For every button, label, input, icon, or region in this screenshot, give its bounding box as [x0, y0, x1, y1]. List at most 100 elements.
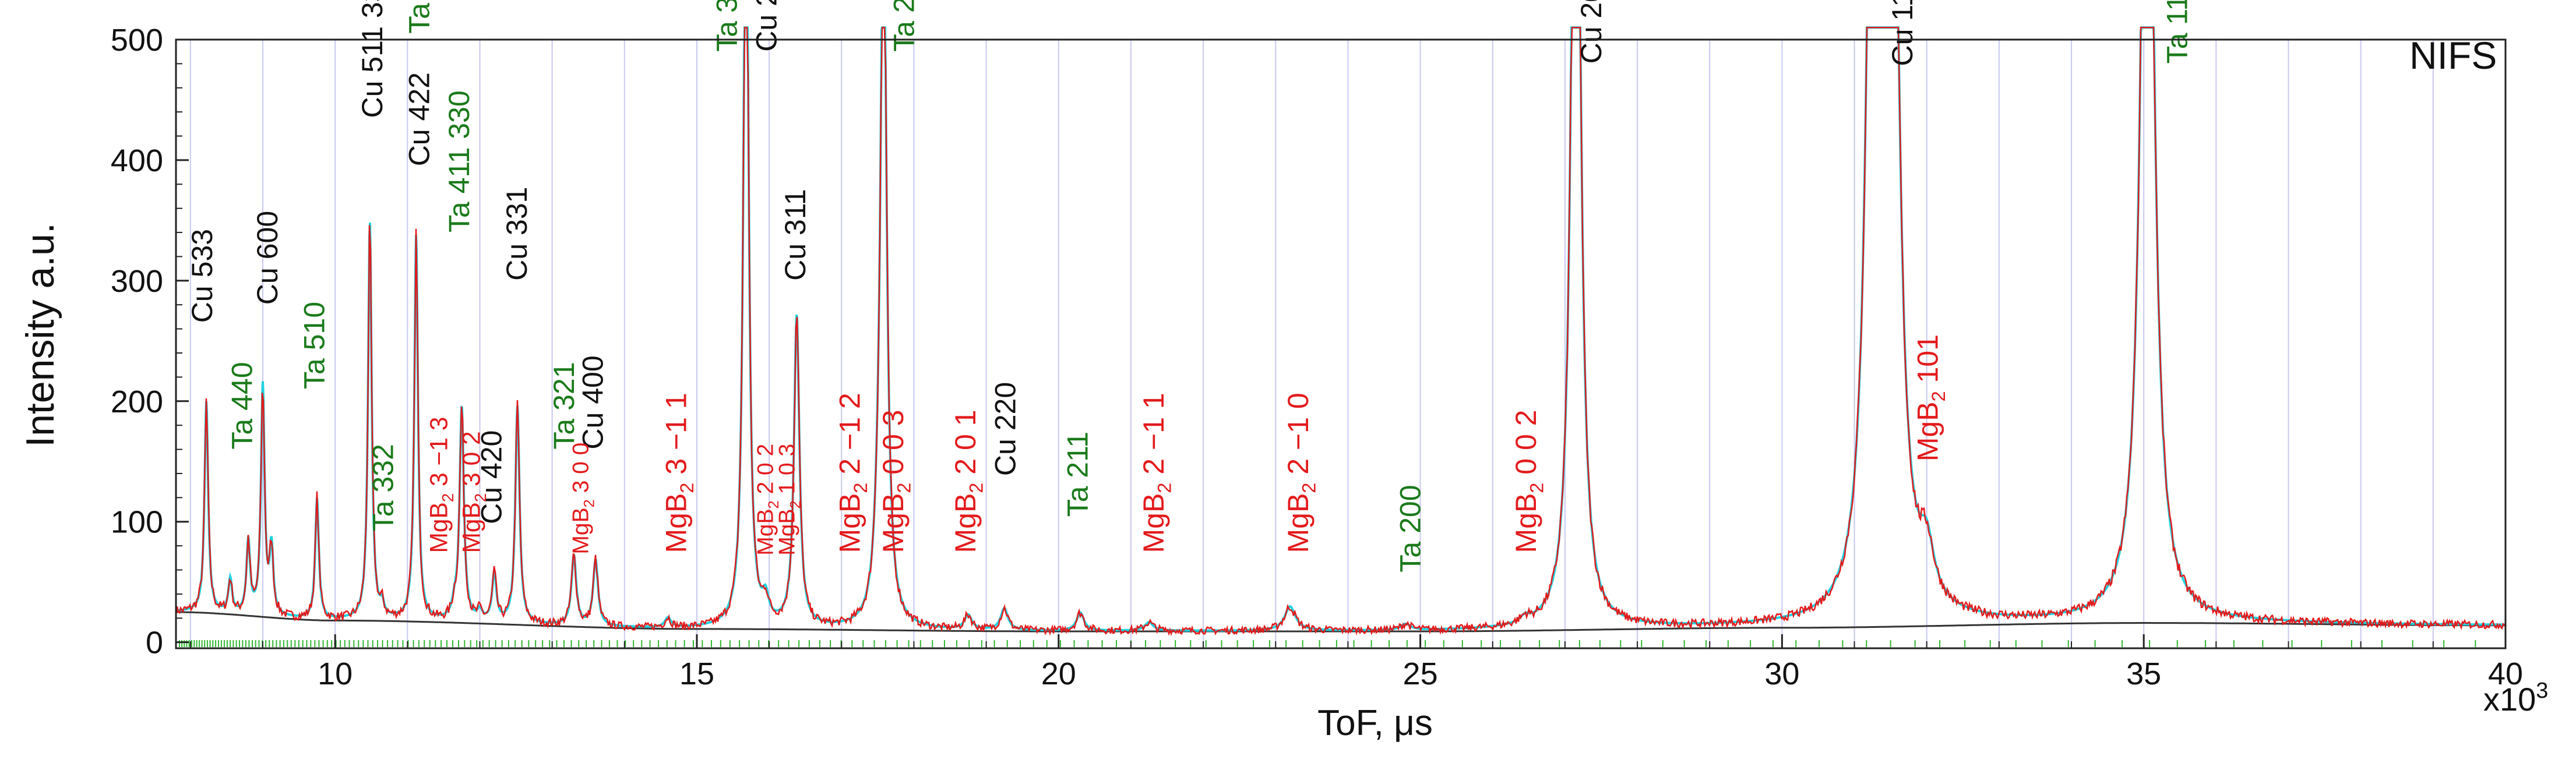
mgb2-label-subscript: 2 — [1299, 483, 1320, 493]
peak-label: Ta 440 — [225, 362, 258, 449]
grid-lines — [189, 40, 2506, 648]
mgb2-label-index: 2 0 1 — [949, 410, 982, 483]
mgb2-label-formula: MgB — [459, 502, 486, 553]
peak-label: Cu 600 — [251, 211, 284, 305]
mgb2-peak-label: MgB2 3 −1 3 — [426, 417, 457, 553]
y-tick-label: 0 — [146, 626, 163, 660]
mgb2-label-subscript: 2 — [676, 483, 697, 493]
mgb2-label-subscript: 2 — [1527, 483, 1548, 493]
observed-points — [175, 27, 2507, 637]
peak-label: Cu 400 — [577, 355, 609, 449]
mgb2-label-formula: MgB — [753, 508, 778, 555]
x-tick-label: 25 — [1403, 656, 1438, 691]
mgb2-label-formula: MgB — [569, 507, 594, 554]
x-axis-multiplier: x103 — [2483, 679, 2548, 718]
x-tick-label: 30 — [1764, 656, 1799, 691]
peak-label: Ta 332 — [367, 444, 400, 531]
mgb2-peak-label: MgB2 3 0 2 — [459, 431, 490, 553]
mgb2-label-index: 2 −1 0 — [1282, 393, 1315, 482]
peak-label: Cu 220 — [989, 382, 1021, 476]
mgb2-label-formula: MgB — [1282, 493, 1315, 553]
mgb2-label-subscript: 2 — [850, 483, 871, 493]
x-tick-label: 10 — [318, 656, 353, 691]
mgb2-label-subscript: 2 — [893, 483, 914, 493]
peak-label: Ta 420 — [403, 0, 436, 34]
fit-line — [175, 26, 2505, 632]
mgb2-label-subscript: 2 — [1928, 391, 1949, 401]
mgb2-peak-label: MgB2 0 0 2 — [1510, 410, 1548, 553]
mgb2-label-index: 0 0 2 — [1510, 410, 1542, 483]
plot-border — [175, 38, 2507, 649]
peak-label: Ta 220 — [887, 0, 920, 52]
mgb2-label-index: 3 0 0 — [569, 443, 594, 500]
mgb2-peak-label: MgB2 1 0 3 — [775, 444, 804, 556]
peak-label: Cu 311 — [779, 189, 812, 281]
background-curve — [176, 611, 2504, 633]
peak-label: Cu 420 — [475, 430, 508, 524]
mgb2-peak-label: MgB2 2 0 2 — [753, 444, 782, 556]
mgb2-label-subscript: 2 — [471, 493, 489, 502]
fit-curve — [175, 26, 2505, 632]
mgb2-label-index: 3 0 2 — [459, 431, 486, 493]
mgb2-label-subscript: 2 — [966, 483, 987, 493]
peak-label: Cu 222 — [750, 0, 783, 52]
mgb2-peak-label: MgB2 2 −1 0 — [1282, 393, 1320, 553]
mgb2-peak-label: MgB2 2 −1 1 — [1137, 393, 1175, 553]
mgb2-peak-label: MgB2 101 — [1911, 334, 1949, 461]
mgb2-label-index: 0 0 3 — [877, 410, 910, 483]
y-tick-label: 100 — [111, 505, 163, 540]
peak-label: Ta 510 — [298, 302, 331, 389]
mgb2-label-index: 101 — [1911, 334, 1944, 391]
mgb2-label-index: 2 −1 2 — [833, 393, 866, 482]
mgb2-label-formula: MgB — [1137, 493, 1170, 553]
peak-label: Cu 422 — [403, 72, 436, 166]
mgb2-label-index: 3 −1 3 — [426, 417, 453, 493]
mgb2-label-formula: MgB — [1510, 493, 1542, 553]
mgb2-label-subscript: 2 — [439, 493, 457, 502]
x-tick-label: 15 — [679, 656, 714, 691]
y-tick-label: 200 — [111, 384, 163, 419]
peak-label: Ta 321 — [548, 362, 580, 449]
peak-label: Ta 211 — [1061, 432, 1094, 517]
mgb2-label-subscript: 2 — [582, 499, 598, 507]
peak-label: Cu 511 333 — [356, 0, 389, 118]
y-tick-label: 300 — [111, 264, 163, 299]
mgb2-label-formula: MgB — [949, 493, 982, 553]
mgb2-peak-label: MgB2 0 0 3 — [877, 410, 915, 553]
y-axis-title: Intensity a.u. — [18, 222, 62, 447]
mgb2-label-index: 2 −1 1 — [1137, 393, 1170, 482]
mgb2-label-formula: MgB — [775, 508, 800, 555]
mgb2-label-formula: MgB — [833, 493, 866, 553]
peak-labels: Cu 533 Cu 600 Ta 440 Ta 510 Cu 511 333 Cu 422… — [186, 0, 2194, 573]
peak-label: Cu 111 — [1886, 0, 1919, 66]
peak-label: Ta 200 — [1394, 485, 1427, 572]
mgb2-peak-label: MgB2 3 −1 1 — [660, 393, 697, 553]
mgb2-label-subscript: 2 — [1154, 483, 1175, 493]
legend-label: NIFS — [2409, 34, 2497, 77]
mgb2-label-subscript: 2 — [766, 500, 782, 508]
observed-line — [175, 27, 2507, 637]
x-axis-multiplier-exponent: 3 — [2536, 679, 2548, 703]
x-tick-label: 35 — [2126, 656, 2161, 691]
peak-label: Ta 110 — [2161, 0, 2194, 63]
mgb2-label-index: 1 0 3 — [775, 444, 800, 501]
x-tick-label: 20 — [1041, 656, 1076, 691]
peak-label: Ta 411 330 — [443, 90, 475, 232]
x-axis-title: ToF, μs — [1317, 703, 1433, 743]
mgb2-label-formula: MgB — [1911, 401, 1944, 461]
peak-label: Cu 200 — [1575, 0, 1608, 63]
peak-label: Cu 533 — [186, 229, 219, 323]
axes: 0 100 200 300 400 500 10 15 20 25 30 35 40 — [111, 23, 2523, 691]
x-tick-label: 40 — [2488, 656, 2523, 691]
y-tick-label: 500 — [111, 23, 163, 58]
x-axis-multiplier-base: x10 — [2483, 681, 2536, 718]
mgb2-label-formula: MgB — [426, 502, 453, 553]
mgb2-label-subscript: 2 — [787, 500, 804, 508]
mgb2-label-index: 2 0 2 — [753, 444, 778, 501]
mgb2-peak-label: MgB2 2 −1 2 — [833, 393, 871, 553]
y-tick-label: 400 — [111, 143, 163, 178]
mgb2-label-formula: MgB — [660, 493, 692, 553]
mgb2-peak-label: MgB2 2 0 1 — [949, 410, 987, 553]
mgb2-label-formula: MgB — [877, 493, 910, 553]
